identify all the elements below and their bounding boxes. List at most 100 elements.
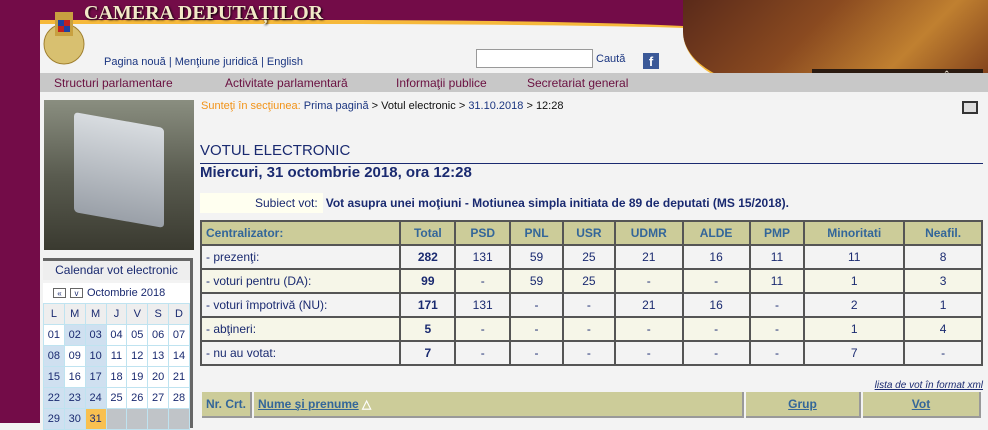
link-legal[interactable]: Menţiune juridică bbox=[174, 56, 258, 68]
col-name-sort[interactable]: Nume şi prenume bbox=[258, 397, 359, 411]
summary-cell: 59 bbox=[509, 244, 564, 270]
calendar-day[interactable]: 08 bbox=[43, 345, 65, 367]
summary-cell: 21 bbox=[613, 244, 684, 270]
calendar-day[interactable]: 27 bbox=[147, 387, 170, 409]
calendar-day bbox=[147, 408, 170, 430]
summary-row: - abţineri: 5- - - - - -1 4 bbox=[199, 316, 983, 342]
nav-secretariat[interactable]: Secretariat general bbox=[527, 76, 629, 90]
calendar-day[interactable]: 16 bbox=[63, 366, 86, 388]
summary-header: PMP bbox=[748, 220, 806, 246]
calendar-day[interactable]: 12 bbox=[126, 345, 149, 367]
link-new-page[interactable]: Pagina nouă bbox=[104, 56, 166, 68]
nav-structuri[interactable]: Structuri parlamentare bbox=[54, 76, 173, 90]
summary-cell: - bbox=[681, 340, 751, 366]
nav-activitate[interactable]: Activitate parlamentară bbox=[225, 76, 348, 90]
calendar-day[interactable]: 29 bbox=[43, 408, 65, 430]
calendar-day[interactable]: 13 bbox=[147, 345, 170, 367]
calendar-day[interactable]: 23 bbox=[63, 387, 86, 409]
summary-cell: 131 bbox=[454, 244, 512, 270]
summary-cell: - prezenţi: bbox=[199, 244, 402, 270]
summary-cell: 11 bbox=[803, 244, 906, 270]
calendar-day[interactable]: 31 bbox=[84, 408, 107, 430]
vote-subject: Subiect vot: Vot asupra unei moţiuni - Mo… bbox=[200, 193, 789, 213]
summary-cell: 1 bbox=[903, 292, 983, 318]
print-icon[interactable] bbox=[962, 101, 978, 114]
summary-header: UDMR bbox=[613, 220, 684, 246]
summary-cell: - voturi împotrivă (NU): bbox=[199, 292, 402, 318]
breadcrumb: Sunteţi în secţiunea: Prima pagină > Vot… bbox=[201, 100, 564, 112]
voting-device-image bbox=[44, 100, 194, 250]
summary-cell: 11 bbox=[748, 268, 806, 294]
calendar-day[interactable]: 07 bbox=[168, 324, 190, 346]
calendar-day[interactable]: 04 bbox=[105, 324, 128, 346]
calendar-day[interactable]: 02 bbox=[63, 324, 86, 346]
summary-cell: - bbox=[613, 316, 684, 342]
prev-icon[interactable]: « bbox=[53, 288, 66, 299]
search-input[interactable] bbox=[476, 49, 593, 68]
header-curve bbox=[40, 20, 740, 40]
calendar-day[interactable]: 22 bbox=[43, 387, 65, 409]
site-title: CAMERA DEPUTAȚILOR bbox=[84, 2, 324, 24]
sort-asc-icon: △ bbox=[362, 397, 372, 411]
calendar-day[interactable]: 05 bbox=[126, 324, 149, 346]
calendar-day[interactable]: 17 bbox=[84, 366, 107, 388]
calendar-day[interactable]: 21 bbox=[168, 366, 190, 388]
summary-row: - voturi pentru (DA): 99-59 25- -11 1 3 bbox=[199, 268, 983, 294]
calendar-month[interactable]: Octombrie 2018 bbox=[87, 287, 166, 299]
calendar-day[interactable]: 25 bbox=[105, 387, 128, 409]
link-english[interactable]: English bbox=[266, 56, 303, 68]
summary-header: PSD bbox=[454, 220, 512, 246]
summary-header: ALDE bbox=[681, 220, 751, 246]
calendar-day[interactable]: 06 bbox=[147, 324, 170, 346]
col-group-sort[interactable]: Grup bbox=[788, 397, 817, 411]
summary-cell: - bbox=[613, 268, 684, 294]
calendar-day[interactable]: 10 bbox=[84, 345, 107, 367]
col-vote-sort[interactable]: Vot bbox=[911, 397, 931, 411]
calendar-day[interactable]: 01 bbox=[43, 324, 65, 346]
calendar-day[interactable]: 03 bbox=[84, 324, 107, 346]
summary-header: PNL bbox=[509, 220, 564, 246]
summary-cell: - bbox=[561, 340, 616, 366]
breadcrumb-home[interactable]: Prima pagină bbox=[303, 100, 369, 112]
summary-header: Centralizator: bbox=[199, 220, 402, 246]
summary-cell: 131 bbox=[454, 292, 512, 318]
calendar-day[interactable]: 15 bbox=[43, 366, 65, 388]
summary-cell: 8 bbox=[903, 244, 983, 270]
summary-cell: - bbox=[561, 292, 616, 318]
calendar-day[interactable]: 09 bbox=[63, 345, 86, 367]
calendar-title: Calendar vot electronic bbox=[43, 258, 190, 280]
calendar-day[interactable]: 11 bbox=[105, 345, 128, 367]
calendar-day[interactable]: 20 bbox=[147, 366, 170, 388]
vote-list-header: Nr. Crt. Nume şi prenume △ Grup Vot bbox=[200, 392, 983, 418]
summary-cell: - abţineri: bbox=[199, 316, 402, 342]
summary-cell: 171 bbox=[399, 292, 457, 318]
summary-cell: - bbox=[613, 340, 684, 366]
calendar-grid: L M M J V S D 01 02 03 04 05 06 07 08 09 10 11 12 13 14 15 16 1… bbox=[43, 303, 190, 430]
calendar-day[interactable]: 18 bbox=[105, 366, 128, 388]
calendar-day[interactable]: 30 bbox=[63, 408, 86, 430]
breadcrumb-date[interactable]: 31.10.2018 bbox=[468, 100, 524, 112]
xml-link[interactable]: lista de vot în format xml bbox=[874, 380, 983, 391]
calendar-day[interactable]: 19 bbox=[126, 366, 149, 388]
summary-header: Total bbox=[399, 220, 457, 246]
weekday-header: D bbox=[168, 303, 190, 325]
summary-cell: - bbox=[454, 316, 512, 342]
calendar: Calendar vot electronic « v Octombrie 2018… bbox=[43, 258, 193, 430]
summary-cell: 25 bbox=[561, 244, 616, 270]
coat-of-arms-logo[interactable] bbox=[40, 0, 88, 72]
calendar-day[interactable]: 24 bbox=[84, 387, 107, 409]
summary-cell: 11 bbox=[748, 244, 806, 270]
facebook-icon[interactable]: f bbox=[643, 53, 659, 69]
calendar-day[interactable]: 26 bbox=[126, 387, 149, 409]
summary-cell: 282 bbox=[399, 244, 457, 270]
weekday-header: V bbox=[126, 303, 149, 325]
nav-informatii[interactable]: Informaţii publice bbox=[396, 76, 487, 90]
summary-cell: - bbox=[748, 316, 806, 342]
weekday-header: M bbox=[63, 303, 86, 325]
search-button[interactable]: Caută bbox=[596, 53, 626, 65]
calendar-day[interactable]: 14 bbox=[168, 345, 190, 367]
summary-cell: - voturi pentru (DA): bbox=[199, 268, 402, 294]
chevron-down-icon[interactable]: v bbox=[70, 288, 83, 299]
calendar-day[interactable]: 28 bbox=[168, 387, 190, 409]
summary-cell: - bbox=[681, 316, 751, 342]
